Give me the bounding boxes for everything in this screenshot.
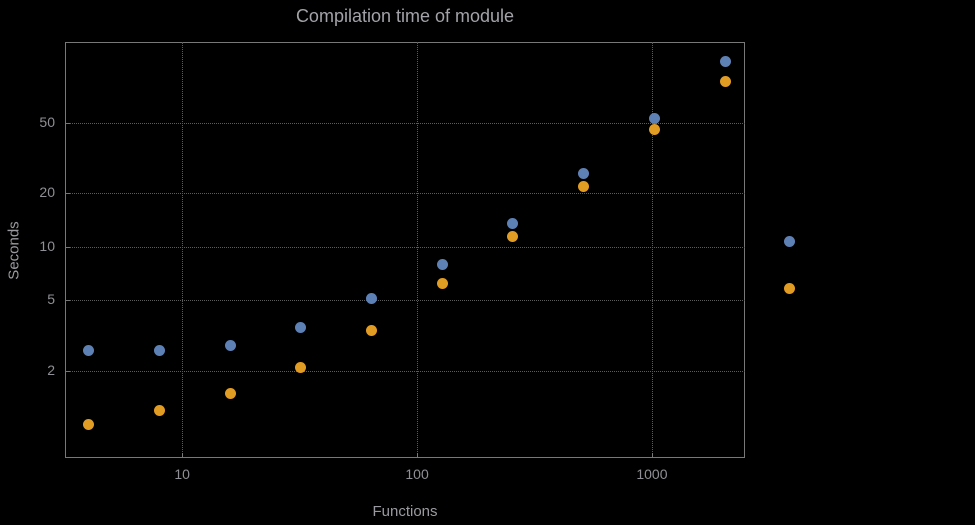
data-point-series-1-blue [83, 345, 95, 357]
legend-marker-series-2 [784, 283, 795, 294]
y-tick-2 [65, 371, 70, 373]
data-point-series-2-orange [719, 76, 731, 88]
y-tick-10 [65, 246, 70, 248]
legend-marker-series-1 [784, 236, 795, 247]
plot-area [65, 42, 745, 458]
y-tick-label-10: 10 [39, 237, 55, 254]
gridline-y-2 [65, 371, 745, 373]
data-point-series-1-blue [719, 56, 731, 68]
data-point-series-1-blue [153, 345, 165, 357]
chart-title: Compilation time of module [295, 6, 515, 26]
data-point-series-1-blue [436, 258, 448, 270]
data-point-series-2-orange [224, 387, 236, 399]
y-tick-50 [65, 122, 70, 124]
x-tick-1000 [651, 453, 653, 458]
gridline-x-100 [417, 42, 419, 458]
y-tick-20 [65, 193, 70, 195]
gridline-y-50 [65, 122, 745, 124]
data-point-series-2-orange [153, 405, 165, 417]
data-point-series-2-orange [507, 230, 519, 242]
y-tick-label-2: 2 [47, 362, 55, 379]
data-point-series-1-blue [224, 339, 236, 351]
data-point-series-1-blue [507, 218, 519, 230]
y-tick-label-20: 20 [39, 184, 55, 201]
x-tick-100 [417, 453, 419, 458]
data-point-series-2-orange [436, 278, 448, 290]
x-tick-label-1000: 1000 [636, 466, 668, 482]
data-point-series-1-blue [295, 322, 307, 334]
gridline-x-10 [182, 42, 184, 458]
data-point-series-2-orange [295, 361, 307, 373]
y-tick-5 [65, 300, 70, 302]
y-tick-label-50: 50 [39, 113, 55, 130]
data-point-series-1-blue [648, 112, 660, 124]
gridline-y-5 [65, 300, 745, 302]
data-point-series-1-blue [366, 293, 378, 305]
x-tick-label-100: 100 [405, 466, 429, 482]
gridline-y-20 [65, 193, 745, 195]
gridline-y-10 [65, 246, 745, 248]
x-axis-label: Functions [372, 503, 438, 520]
x-tick-10 [182, 453, 184, 458]
data-point-series-1-blue [578, 167, 590, 179]
data-point-series-2-orange [83, 419, 95, 431]
data-point-series-2-orange [648, 123, 660, 135]
gridline-x-1000 [651, 42, 653, 458]
data-point-series-2-orange [366, 324, 378, 336]
y-tick-label-5: 5 [47, 291, 55, 308]
x-tick-label-10: 10 [174, 466, 190, 482]
data-point-series-2-orange [578, 180, 590, 192]
